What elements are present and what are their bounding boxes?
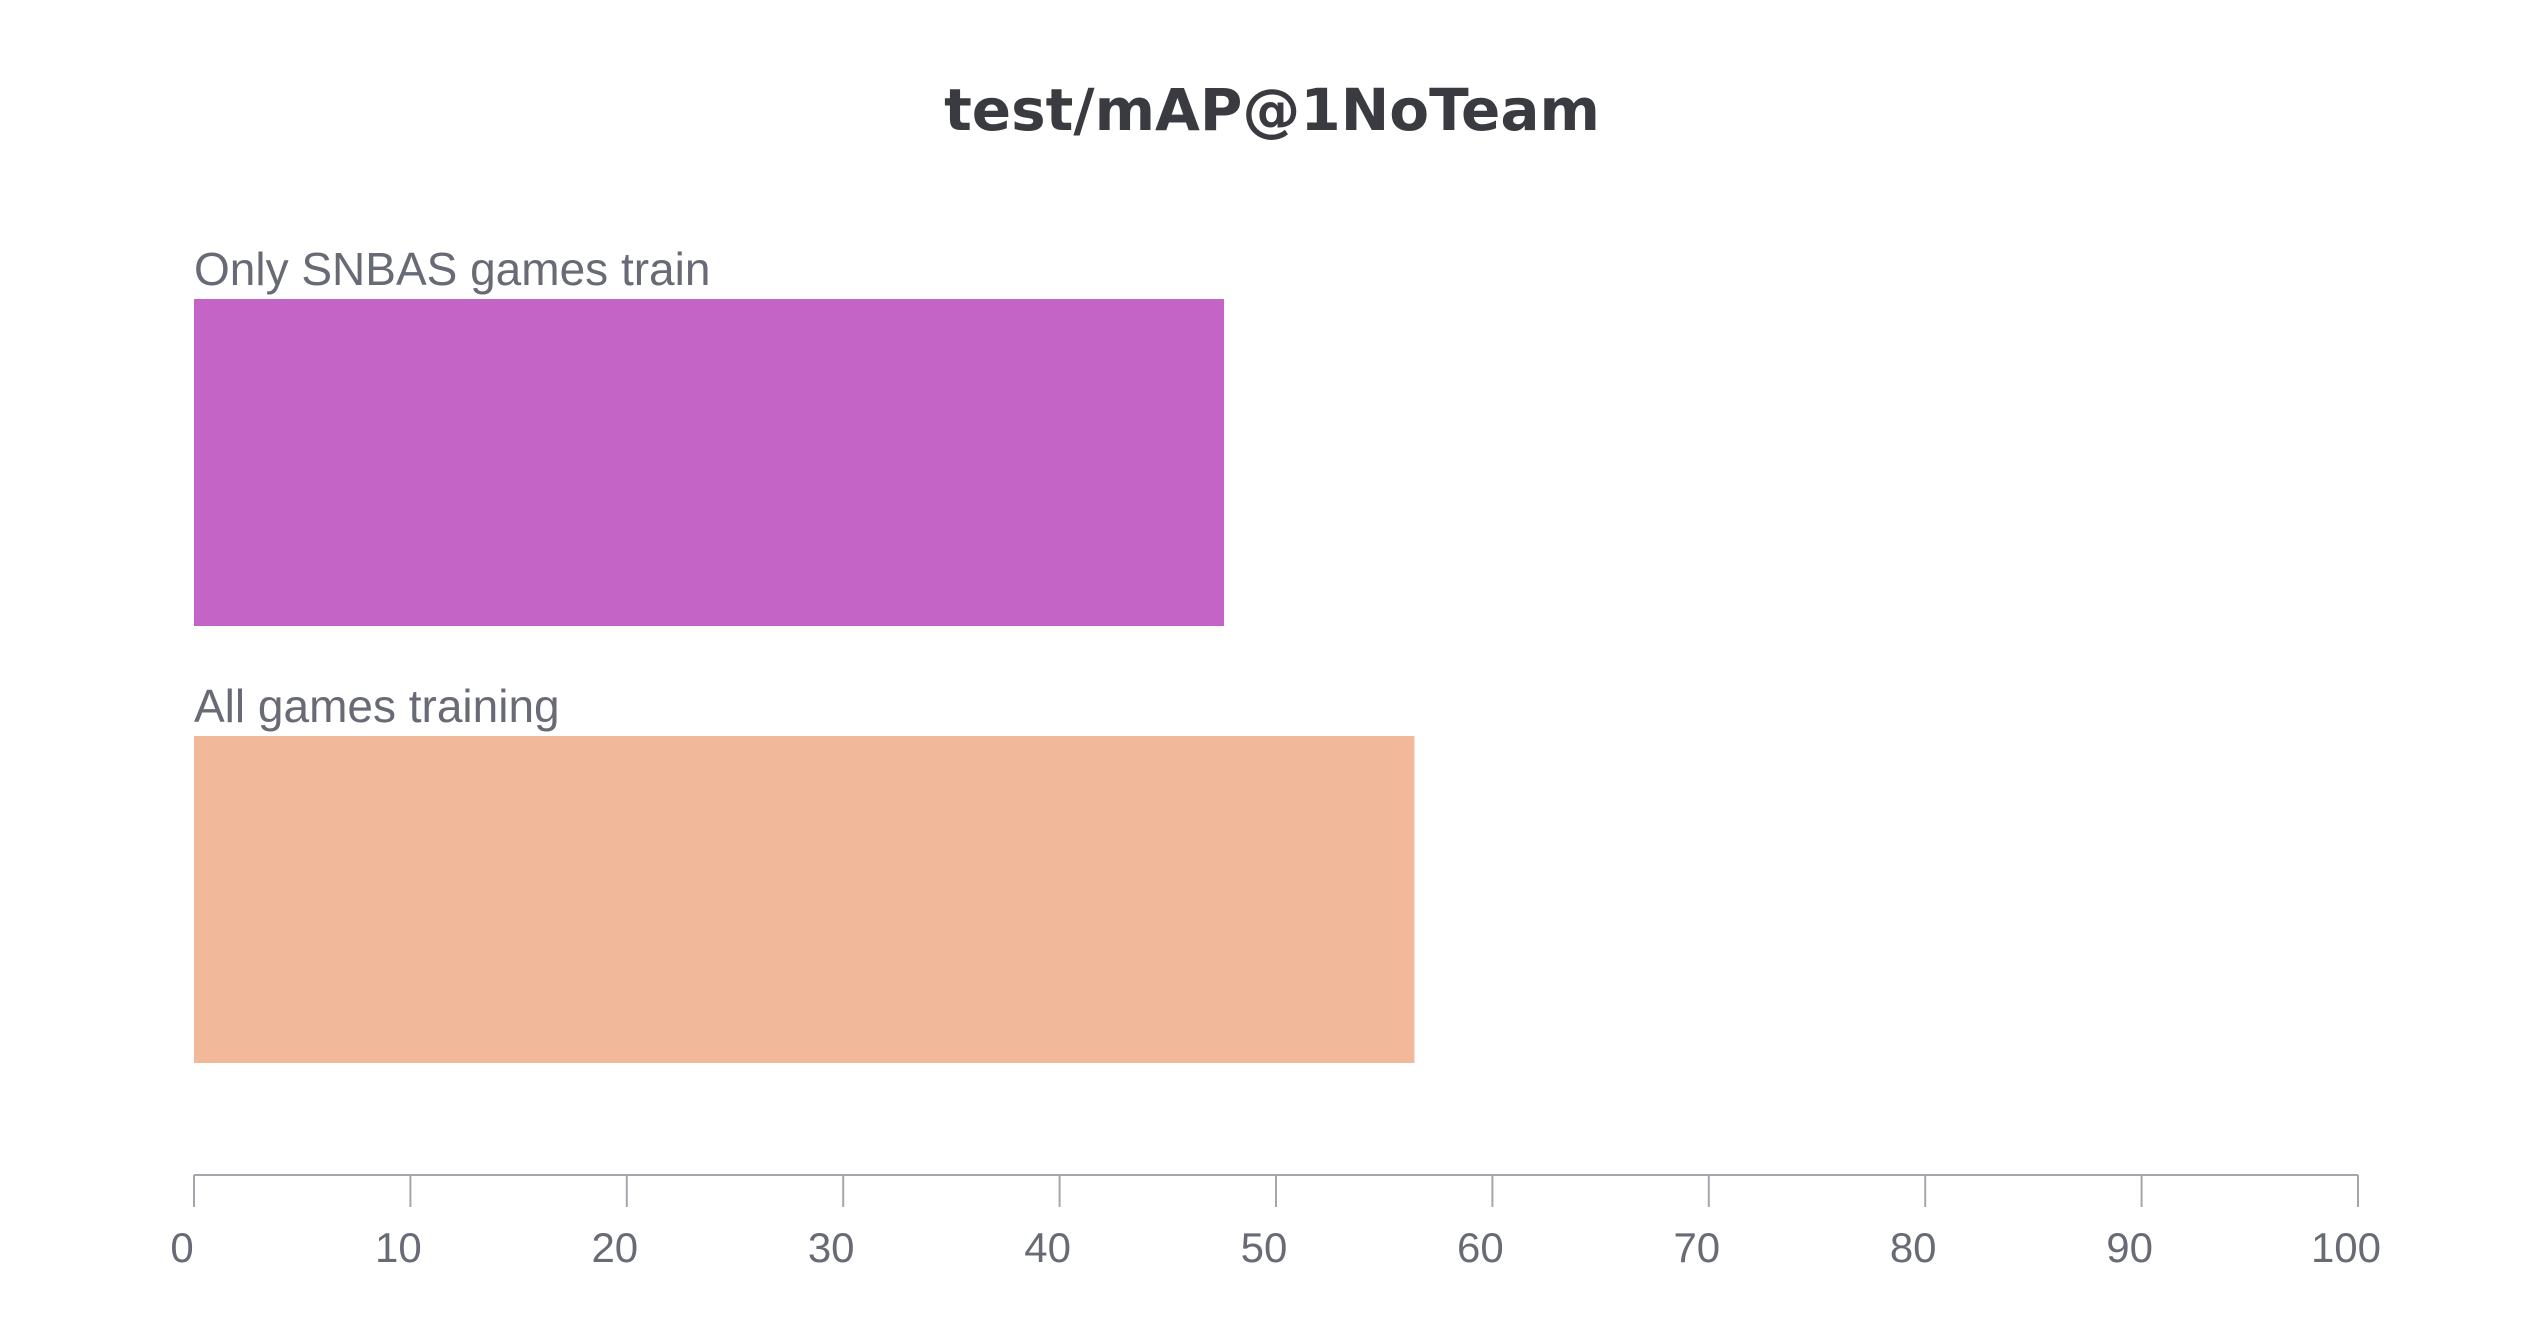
x-tick-label: 20	[591, 1224, 638, 1271]
chart-title: test/mAP@1NoTeam	[944, 76, 1600, 144]
bars-group: Only SNBAS games train All games training	[194, 243, 1415, 1063]
x-tick-label: 70	[1673, 1224, 1720, 1271]
x-tick-label: 50	[1241, 1224, 1288, 1271]
bar-label: Only SNBAS games train	[194, 243, 710, 295]
x-tick-label: 100	[2311, 1224, 2381, 1271]
x-tick-label: 40	[1024, 1224, 1071, 1271]
x-tick-label: 0	[170, 1224, 193, 1271]
bar[interactable]	[194, 299, 1225, 626]
bar-label: All games training	[194, 680, 560, 732]
x-axis: 0 10 20 30 40 50 60 70 80 90 100	[170, 1174, 2381, 1271]
bar[interactable]	[194, 736, 1415, 1063]
x-tick-label: 10	[375, 1224, 422, 1271]
x-tick-label: 60	[1457, 1224, 1504, 1271]
x-tick-label: 30	[808, 1224, 855, 1271]
x-tick-label: 80	[1890, 1224, 1937, 1271]
x-tick-label: 90	[2106, 1224, 2153, 1271]
